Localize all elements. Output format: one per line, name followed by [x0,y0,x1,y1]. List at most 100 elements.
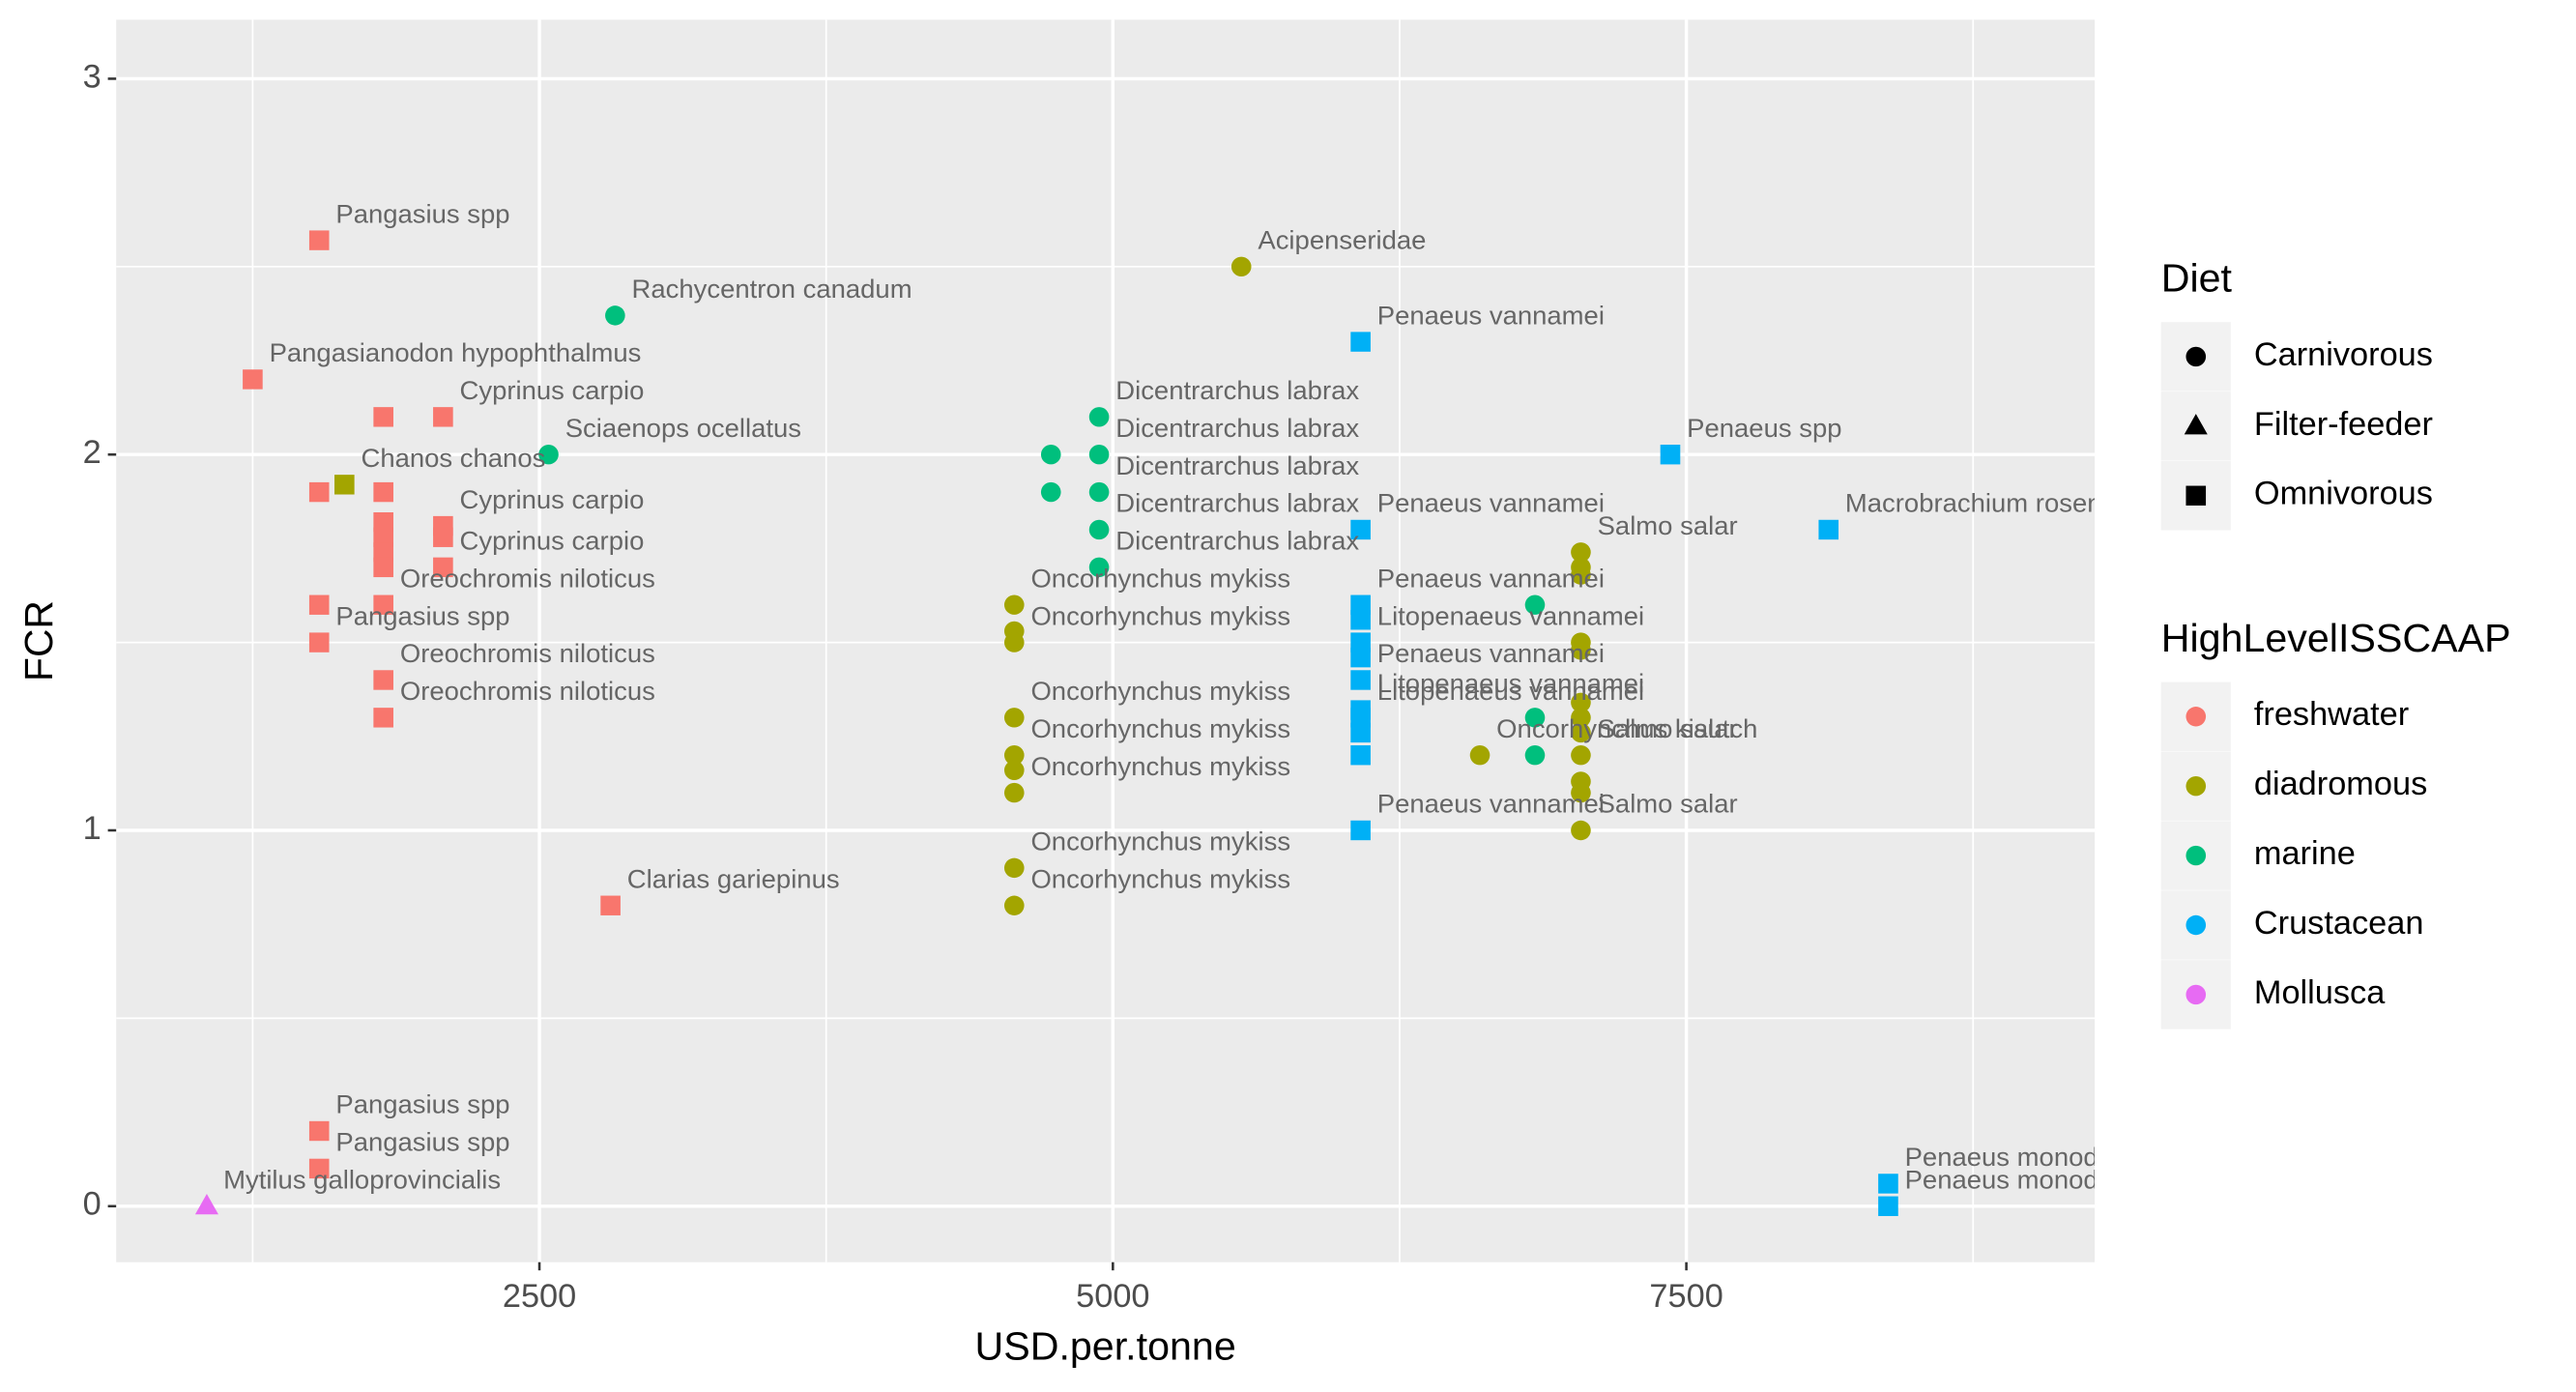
y-tick-label: 2 [83,434,101,471]
point-label: Oncorhynchus mykiss [1030,751,1290,781]
legend-symbol [2185,914,2207,936]
point [1571,782,1591,803]
point-label: Oreochromis niloticus [400,676,655,706]
point-label: Oncorhynchus mykiss [1030,826,1290,856]
point-label: Dicentrarchus labrax [1115,450,1359,480]
point-label: Acipenseridae [1258,225,1426,255]
point-label: Salmo salar [1598,789,1738,819]
point-label: Dicentrarchus labrax [1115,375,1359,405]
point-label: Pangasius spp [335,600,509,630]
point-label: Penaeus vannamei [1377,638,1605,668]
legend-title: HighLevelISSCAAP [2161,616,2511,660]
point [1003,594,1025,615]
point [373,557,393,578]
point-label: Rachycentron canadum [632,274,912,304]
grid [116,19,2096,1262]
point [1088,445,1110,465]
point-labels: Pangasius spp Pangasianodon hypophthalmus… [223,198,2156,1195]
legend-symbol [2185,485,2207,506]
x-tick-label: 7500 [1649,1278,1722,1315]
point-label: Litopenaeus vannamei [1377,676,1644,706]
point-label: Cyprinus carpio [460,375,645,405]
point-label: Dicentrarchus labrax [1115,526,1359,556]
point-label: Penaeus vannamei [1377,564,1605,594]
point [1878,1196,1898,1216]
point [1003,632,1025,652]
point [1660,445,1681,465]
point-label: Cyprinus carpio [460,526,645,556]
point [194,1194,218,1215]
legend-label: Crustacean [2254,905,2424,942]
panel [116,19,2096,1262]
point-label: Penaeus vannamei [1377,789,1605,819]
point [334,475,355,495]
point-label: Litopenaeus vannamei [1377,600,1644,630]
point [433,527,453,547]
point-label: Pangasius spp [335,1089,509,1119]
point [1088,481,1110,503]
legend-symbol [2185,984,2207,1005]
point [308,594,330,615]
point-label: Chanos chanos [361,443,545,473]
legend-label: diadromous [2254,766,2427,802]
point [373,527,393,547]
point [1350,332,1371,352]
point [1003,895,1025,915]
legend-symbol [2184,414,2208,435]
point [1571,542,1591,563]
point-label: Mytilus galloprovincialis [223,1165,501,1195]
legend-symbol [2185,775,2207,797]
legend-symbol [2185,707,2207,727]
point [1003,745,1025,766]
point [373,542,393,563]
point [1350,670,1371,690]
point-label: Oncorhynchus mykiss [1030,564,1290,594]
point-label: Dicentrarchus labrax [1115,488,1359,518]
point [433,407,453,427]
point [1003,760,1025,780]
point [433,557,453,578]
point-label: Oncorhynchus mykiss [1030,864,1290,894]
point-label: Oncorhynchus mykiss [1030,713,1290,743]
point-label: Dicentrarchus labrax [1115,413,1359,443]
point [1571,745,1591,766]
y-tick-label: 3 [83,59,101,96]
y-axis-title: FCR [16,600,61,682]
point [1350,745,1371,766]
point-label: Penaeus spp [1687,413,1841,443]
point [373,708,393,728]
point [1040,445,1061,465]
point-label: Cyprinus carpio [460,484,645,514]
point [1350,632,1371,652]
point-label: Clarias gariepinus [627,864,840,894]
point [1350,519,1371,540]
point-label: Penaeus monodo [1905,1142,2113,1172]
point [1230,256,1252,277]
point [1350,594,1371,615]
y-tick-label: 1 [83,810,101,847]
point-label: Oncorhynchus mykiss [1030,600,1290,630]
point [1088,519,1110,540]
x-axis-title: USD.per.tonne [974,1324,1235,1369]
point [1003,782,1025,803]
point-label: Pangasius spp [335,198,509,228]
point [308,1120,330,1142]
points [194,230,1898,1216]
legend-title: Diet [2161,256,2233,301]
legend-label: Omnivorous [2254,476,2433,512]
point [308,632,330,652]
point [1350,708,1371,728]
point [1818,519,1839,540]
point [373,511,393,533]
x-tick-label: 2500 [503,1278,576,1315]
x-tick-label: 5000 [1076,1278,1149,1315]
point-label: Salmo salar [1598,713,1738,743]
point [1003,708,1025,728]
point [1524,594,1546,615]
point-label: Macrobrachium rosenberg [1845,488,2156,518]
point [600,895,621,915]
legend-label: Carnivorous [2254,336,2433,373]
point [1003,857,1025,879]
